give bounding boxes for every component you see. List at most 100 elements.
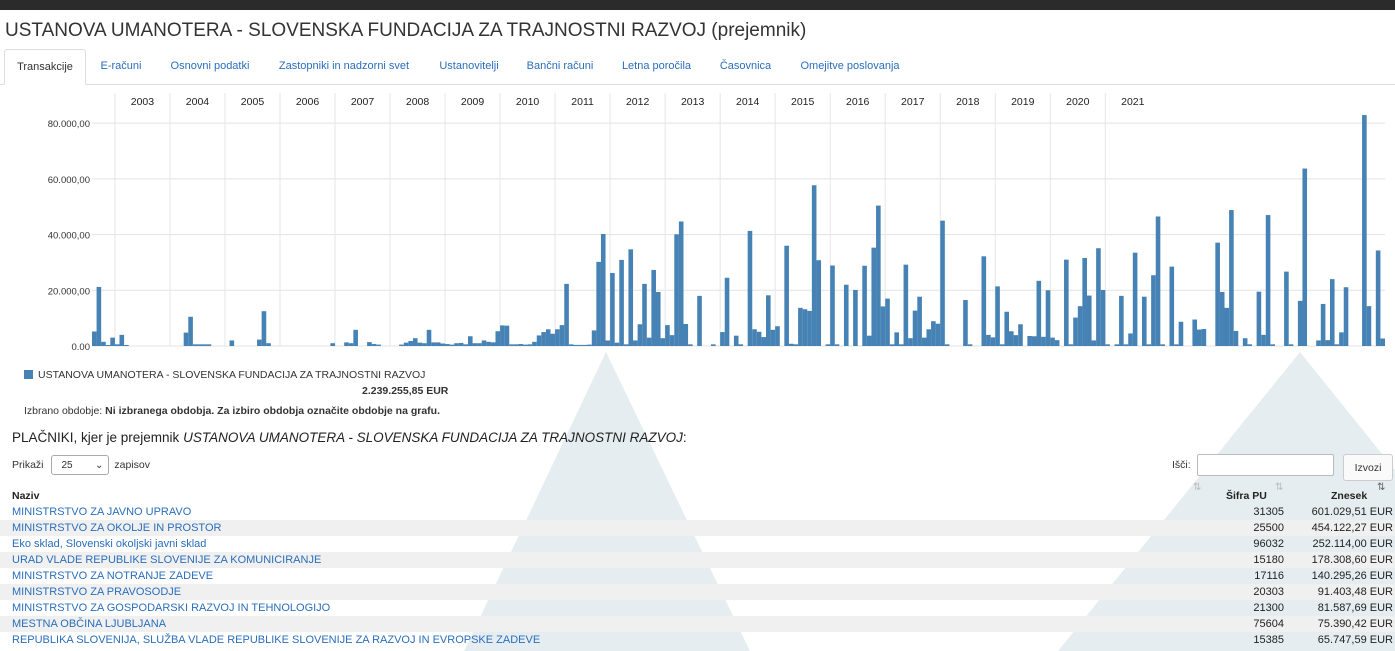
- chart-bar[interactable]: [683, 323, 689, 346]
- chart-bar[interactable]: [472, 343, 478, 346]
- chart-bar[interactable]: [1316, 340, 1321, 346]
- chart-bar[interactable]: [1265, 215, 1271, 346]
- chart-bar[interactable]: [898, 344, 904, 346]
- chart-bar[interactable]: [921, 337, 927, 346]
- chart-bar[interactable]: [784, 245, 789, 346]
- chart-bar[interactable]: [1155, 216, 1161, 346]
- chart-bar[interactable]: [431, 342, 436, 346]
- chart-bar[interactable]: [1123, 344, 1129, 346]
- chart-bar[interactable]: [967, 344, 973, 346]
- chart-bar[interactable]: [1068, 344, 1074, 346]
- chart-bar[interactable]: [834, 344, 840, 346]
- chart-bar[interactable]: [435, 342, 441, 346]
- chart-bar[interactable]: [688, 344, 693, 346]
- payer-link[interactable]: MESTNA OBČINA LJUBLJANA: [12, 618, 167, 630]
- payer-link[interactable]: Eko sklad, Slovenski okoljski javni skla…: [12, 538, 207, 550]
- chart-bar[interactable]: [674, 234, 679, 346]
- chart-bar[interactable]: [747, 230, 753, 346]
- chart-bar[interactable]: [605, 340, 611, 346]
- chart-bar[interactable]: [1339, 332, 1344, 346]
- chart-bar[interactable]: [477, 343, 482, 346]
- chart-bar[interactable]: [1141, 296, 1147, 346]
- chart-bar[interactable]: [885, 298, 890, 346]
- payer-link[interactable]: URAD VLADE REPUBLIKE SLOVENIJE ZA KOMUNI…: [12, 554, 322, 566]
- chart-bar[interactable]: [532, 341, 537, 346]
- chart-bar[interactable]: [1320, 303, 1326, 346]
- chart-bar[interactable]: [509, 344, 514, 346]
- chart-bar[interactable]: [619, 259, 624, 346]
- chart-bar[interactable]: [1288, 344, 1294, 346]
- chart-bar[interactable]: [522, 344, 528, 346]
- chart-bar[interactable]: [513, 344, 519, 346]
- chart-bar[interactable]: [944, 344, 950, 346]
- chart-bar[interactable]: [761, 337, 767, 346]
- chart-bar[interactable]: [724, 277, 730, 346]
- column-sifra[interactable]: Šifra PU: [1226, 490, 1267, 502]
- chart-bar[interactable]: [1325, 340, 1330, 346]
- chart-bar[interactable]: [1100, 290, 1106, 346]
- chart-bar[interactable]: [1064, 259, 1069, 346]
- chart-bar[interactable]: [202, 344, 207, 346]
- chart-bar[interactable]: [646, 337, 652, 346]
- chart-bar[interactable]: [1375, 250, 1381, 346]
- chart-bar[interactable]: [940, 220, 945, 346]
- chart-bar[interactable]: [853, 290, 858, 346]
- chart-bar[interactable]: [408, 340, 413, 346]
- chart-bar[interactable]: [353, 329, 358, 346]
- chart-bar[interactable]: [669, 335, 675, 346]
- chart-bar[interactable]: [330, 343, 336, 346]
- chart-bar[interactable]: [807, 310, 812, 346]
- chart-bar[interactable]: [995, 286, 1000, 346]
- chart-bar[interactable]: [101, 341, 106, 346]
- chart-bar[interactable]: [348, 343, 354, 346]
- chart-bar[interactable]: [1041, 336, 1046, 346]
- chart-bar[interactable]: [1256, 291, 1262, 346]
- chart-bar[interactable]: [1151, 275, 1156, 346]
- search-input[interactable]: [1197, 454, 1334, 476]
- chart-bar[interactable]: [192, 344, 198, 346]
- chart-bar[interactable]: [908, 338, 913, 346]
- chart-bar[interactable]: [568, 344, 574, 346]
- chart-bar[interactable]: [1091, 340, 1097, 346]
- chart-bar[interactable]: [610, 273, 615, 346]
- chart-bar[interactable]: [344, 342, 349, 346]
- chart-bar[interactable]: [665, 325, 670, 346]
- tab-letna-porocila[interactable]: Letna poročila: [621, 60, 692, 72]
- chart-bar[interactable]: [738, 344, 744, 346]
- chart-bar[interactable]: [96, 286, 102, 346]
- chart-bar[interactable]: [399, 344, 404, 346]
- chart-bar[interactable]: [458, 342, 464, 346]
- payer-link[interactable]: MINISTRSTVO ZA JAVNO UPRAVO: [12, 506, 192, 518]
- chart-bar[interactable]: [1077, 306, 1083, 346]
- payer-link[interactable]: MINISTRSTVO ZA PRAVOSODJE: [12, 586, 182, 598]
- chart-bar[interactable]: [1247, 344, 1253, 346]
- chart-bar[interactable]: [591, 330, 597, 346]
- chart-bar[interactable]: [935, 323, 941, 346]
- chart-bar[interactable]: [889, 344, 895, 346]
- chart-bar[interactable]: [1119, 295, 1124, 346]
- chart-bar[interactable]: [788, 343, 794, 346]
- tab-ustanovitelji[interactable]: Ustanovitelji: [439, 60, 499, 72]
- chart-bar[interactable]: [1160, 344, 1165, 346]
- chart-bar[interactable]: [91, 331, 97, 346]
- chart-bar[interactable]: [871, 247, 877, 346]
- chart-bar[interactable]: [720, 332, 725, 346]
- chart-bar[interactable]: [1027, 335, 1032, 346]
- chart-bar[interactable]: [775, 326, 780, 346]
- chart-bar[interactable]: [454, 343, 459, 346]
- tab-transakcije[interactable]: Transakcije: [4, 49, 86, 85]
- chart-bar[interactable]: [1018, 324, 1023, 346]
- chart-bar[interactable]: [876, 205, 881, 346]
- chart-bar[interactable]: [1174, 344, 1179, 346]
- chart-bar[interactable]: [811, 185, 817, 346]
- chart-bar[interactable]: [770, 329, 776, 346]
- chart-bar[interactable]: [1343, 287, 1349, 346]
- chart-bar[interactable]: [986, 334, 991, 346]
- chart-bar[interactable]: [596, 261, 601, 346]
- chart-bar[interactable]: [903, 264, 909, 346]
- chart-bar[interactable]: [752, 329, 757, 346]
- chart-bar[interactable]: [880, 306, 886, 346]
- chart-bar[interactable]: [1146, 344, 1152, 346]
- tab-osnovni-podatki[interactable]: Osnovni podatki: [170, 60, 250, 72]
- chart-bar[interactable]: [564, 283, 569, 346]
